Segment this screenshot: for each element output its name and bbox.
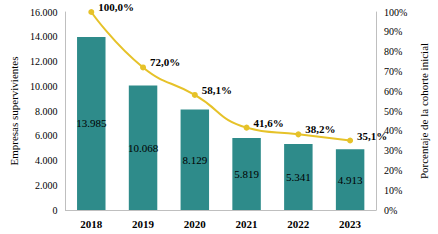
svg-text:8.000: 8.000: [35, 106, 58, 117]
svg-text:5.819: 5.819: [234, 168, 259, 180]
svg-text:Porcentaje de la cohorte inici: Porcentaje de la cohorte inicial: [418, 43, 430, 179]
svg-text:30%: 30%: [384, 145, 402, 156]
svg-text:60%: 60%: [384, 86, 402, 97]
svg-text:10%: 10%: [384, 185, 402, 196]
svg-text:4.000: 4.000: [35, 155, 58, 166]
svg-text:14.000: 14.000: [30, 31, 58, 42]
svg-text:72,0%: 72,0%: [150, 56, 180, 68]
svg-text:2018: 2018: [80, 218, 103, 230]
svg-text:8.129: 8.129: [182, 154, 207, 166]
svg-text:2020: 2020: [184, 218, 207, 230]
svg-text:2021: 2021: [236, 218, 258, 230]
svg-text:100,0%: 100,0%: [98, 1, 134, 13]
svg-text:38,2%: 38,2%: [305, 123, 335, 135]
svg-text:5.341: 5.341: [286, 171, 311, 183]
svg-text:10.000: 10.000: [30, 81, 58, 92]
svg-text:2022: 2022: [287, 218, 310, 230]
svg-text:50%: 50%: [384, 106, 402, 117]
svg-text:4.913: 4.913: [338, 174, 363, 186]
svg-text:20%: 20%: [384, 165, 402, 176]
svg-text:2023: 2023: [339, 218, 362, 230]
svg-text:90%: 90%: [384, 26, 402, 37]
svg-text:16.000: 16.000: [30, 7, 58, 18]
svg-text:80%: 80%: [384, 46, 402, 57]
svg-text:Empresas supervivientes: Empresas supervivientes: [8, 56, 20, 165]
svg-text:2.000: 2.000: [35, 180, 58, 191]
svg-text:10.068: 10.068: [128, 142, 159, 154]
svg-text:35,1%: 35,1%: [357, 130, 387, 142]
svg-text:0%: 0%: [384, 205, 397, 216]
svg-text:58,1%: 58,1%: [202, 84, 232, 96]
svg-text:12.000: 12.000: [30, 56, 58, 67]
svg-text:0: 0: [52, 205, 57, 216]
svg-text:2019: 2019: [132, 218, 155, 230]
svg-text:40%: 40%: [384, 125, 403, 137]
svg-text:6.000: 6.000: [35, 130, 58, 141]
svg-text:13.985: 13.985: [76, 117, 107, 129]
svg-text:41,6%: 41,6%: [254, 117, 284, 129]
svg-text:70%: 70%: [384, 66, 402, 77]
svg-text:100%: 100%: [384, 7, 407, 18]
